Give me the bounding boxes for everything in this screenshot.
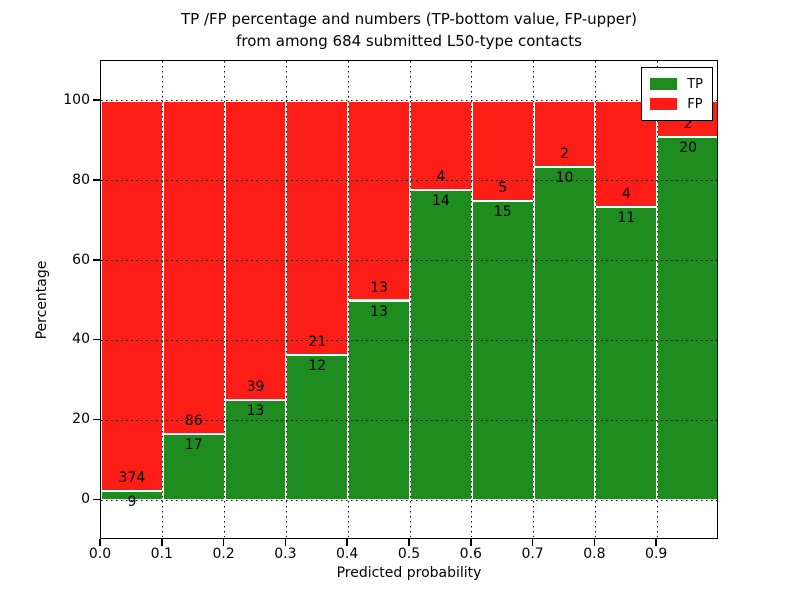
v-gridline (533, 61, 535, 537)
legend-entry-fp: FP (650, 94, 703, 114)
tp-count-label: 10 (555, 170, 574, 187)
v-gridline (347, 61, 349, 537)
h-gridline (101, 100, 717, 102)
legend: TP FP (641, 67, 713, 121)
h-gridline (101, 260, 717, 262)
fp-count-label: 4 (436, 168, 446, 185)
y-tick-label: 60 (72, 251, 90, 268)
x-tick-mark (222, 539, 225, 546)
legend-swatch-fp-icon (650, 98, 678, 110)
x-tick-label: 0.5 (397, 546, 421, 562)
x-tick-mark (531, 539, 534, 546)
tp-count-label: 12 (308, 357, 327, 374)
y-tick-label: 40 (72, 331, 90, 348)
y-tick-mark (93, 179, 100, 181)
v-gridline (656, 61, 658, 537)
bar-fp-segment (286, 100, 349, 355)
bar-tp-segment (410, 189, 472, 501)
bar-fp-segment (224, 100, 287, 401)
x-tick-label: 0.7 (521, 546, 544, 562)
y-tick-label: 20 (72, 411, 90, 428)
y-tick-mark (93, 99, 100, 101)
chart-title: TP /FP percentage and numbers (TP-bottom… (100, 8, 718, 52)
fp-count-label: 39 (246, 379, 265, 396)
legend-swatch-tp-icon (650, 78, 678, 90)
x-tick-mark (346, 539, 348, 546)
bar-tp-segment (533, 167, 596, 501)
bar-tp-segment (595, 207, 658, 501)
x-tick-label: 0.2 (212, 546, 235, 562)
x-tick-label: 0.8 (583, 546, 606, 562)
bar-tp-segment (471, 200, 534, 501)
v-gridline (471, 61, 473, 537)
fp-count-label: 21 (308, 333, 327, 350)
y-tick-mark (93, 338, 100, 341)
bar-tp-segment (348, 300, 410, 501)
x-tick-label: 0.3 (274, 546, 297, 562)
fp-count-label: 2 (683, 116, 693, 133)
x-tick-mark (284, 539, 287, 546)
legend-entry-tp: TP (650, 74, 703, 94)
legend-label-fp: FP (687, 96, 703, 112)
x-tick-mark (655, 539, 657, 546)
y-tick-label: 100 (63, 91, 90, 108)
tp-count-label: 13 (370, 303, 388, 320)
v-gridline (409, 61, 411, 537)
fp-count-label: 4 (621, 186, 631, 203)
bar-fp-segment (162, 100, 225, 435)
x-tick-label: 0.9 (645, 546, 668, 562)
x-tick-label: 0.1 (150, 546, 173, 562)
bar-fp-segment (348, 100, 410, 301)
x-tick-mark (161, 539, 163, 546)
bar-tp-segment (286, 354, 349, 501)
x-tick-mark (470, 539, 472, 546)
x-tick-label: 0.0 (88, 546, 112, 562)
plot-area: TP FP 374 9 86 17 39 13 21 12 13 13 4 14 5 15 2 10 4 11 2 2… (100, 60, 718, 539)
h-gridline (101, 419, 717, 421)
chart-title-line2: from among 684 submitted L50-type contac… (236, 32, 582, 50)
v-gridline (224, 61, 226, 537)
chart-title-line1: TP /FP percentage and numbers (TP-bottom… (181, 10, 637, 28)
y-tick-label: 80 (72, 171, 90, 188)
v-gridline (594, 61, 596, 537)
legend-label-tp: TP (687, 76, 703, 92)
x-axis-label: Predicted probability (336, 565, 482, 581)
y-axis-label: Percentage (34, 260, 50, 340)
y-tick-mark (93, 418, 100, 421)
tp-count-label: 11 (617, 210, 636, 227)
h-gridline (101, 499, 717, 501)
v-gridline (162, 61, 164, 537)
tp-count-label: 14 (431, 192, 450, 209)
fp-count-label: 13 (370, 279, 388, 296)
fp-count-label: 2 (560, 146, 569, 163)
v-gridline (285, 61, 287, 537)
y-tick-label: 0 (81, 491, 90, 508)
x-tick-mark (408, 539, 410, 546)
tp-count-label: 17 (184, 437, 203, 454)
fp-count-label: 86 (184, 413, 203, 430)
tp-count-label: 20 (679, 140, 697, 157)
h-gridline (101, 180, 717, 182)
bar-fp-segment (101, 100, 163, 491)
y-tick-mark (93, 498, 100, 501)
tp-count-label: 9 (127, 493, 137, 510)
y-tick-mark (93, 259, 100, 261)
tp-count-label: 13 (246, 403, 265, 420)
x-tick-mark (99, 539, 101, 546)
bar-tp-segment (657, 137, 717, 501)
x-tick-mark (593, 539, 596, 546)
fp-count-label: 5 (498, 179, 508, 196)
fp-count-label: 374 (118, 469, 146, 486)
h-gridline (101, 339, 717, 341)
x-tick-label: 0.4 (336, 546, 359, 562)
x-tick-label: 0.6 (459, 546, 482, 562)
tp-count-label: 15 (493, 203, 512, 220)
